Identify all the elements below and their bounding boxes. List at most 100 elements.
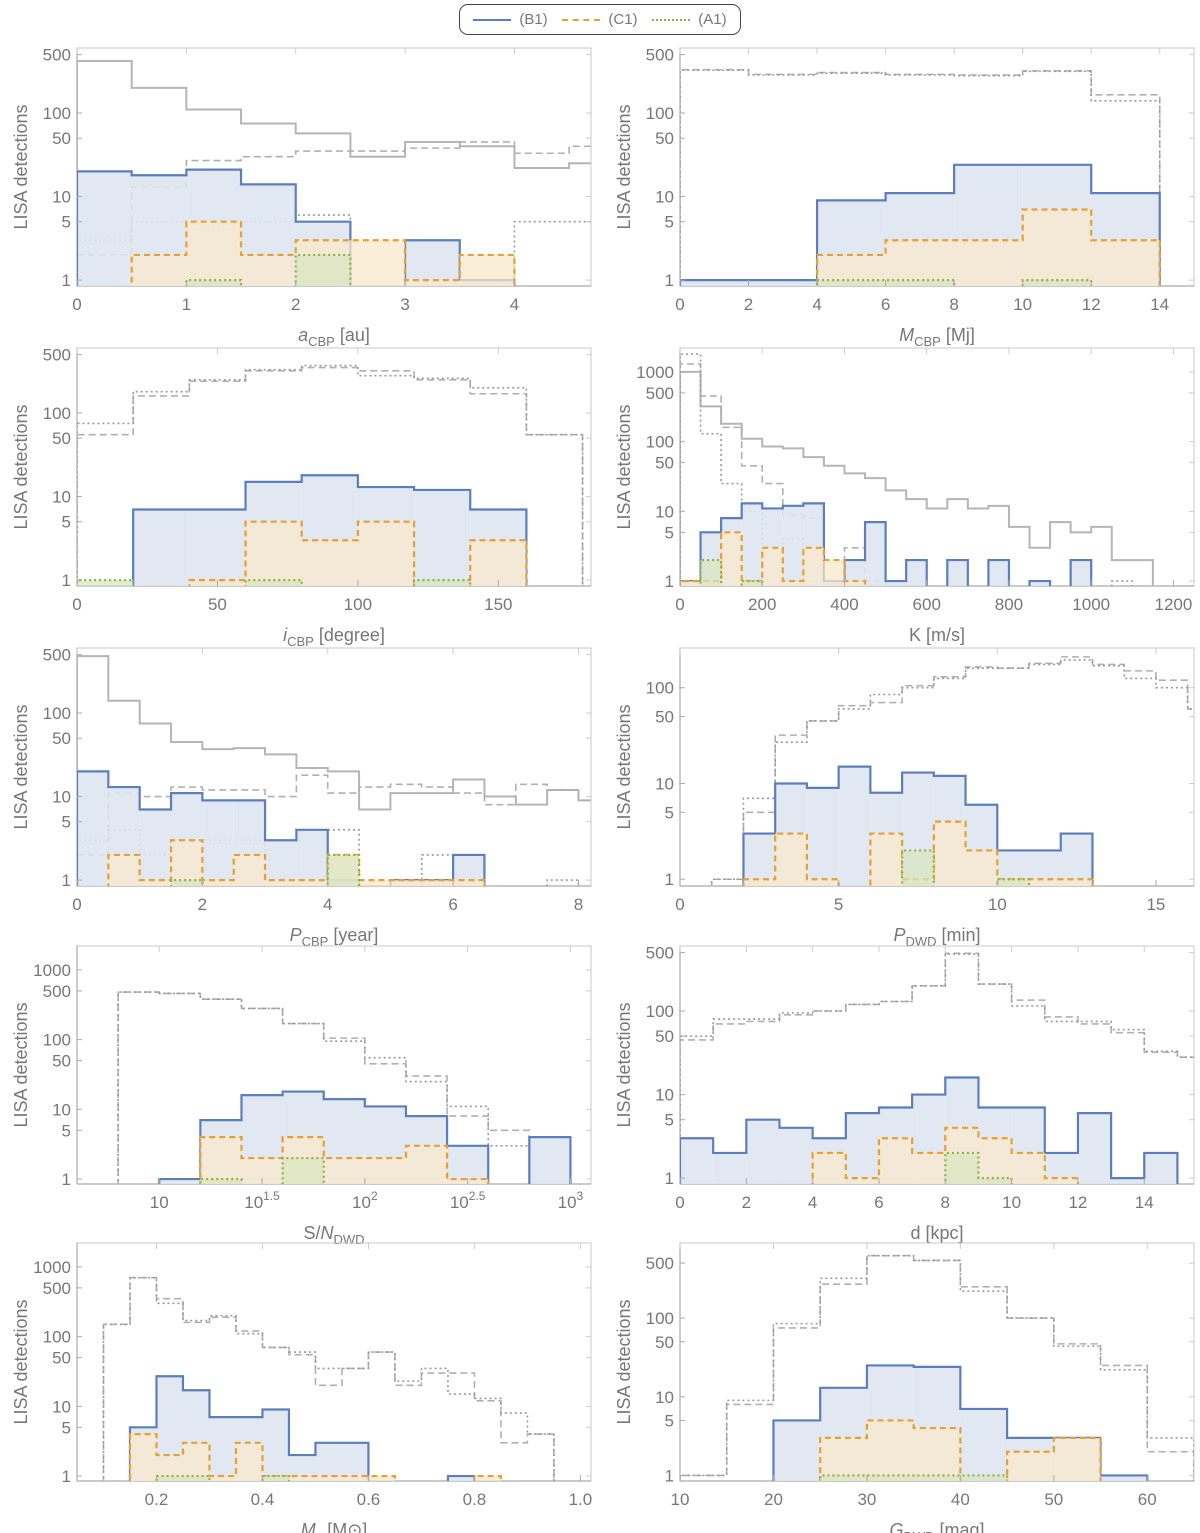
x-tick-label: 101.5 bbox=[244, 1189, 280, 1212]
legend-label-a1: (A1) bbox=[698, 11, 727, 28]
x-tick-label: 2 bbox=[291, 295, 300, 314]
bar bbox=[779, 1127, 813, 1184]
step-line bbox=[130, 220, 516, 286]
x-tick-label: 0.6 bbox=[357, 1490, 381, 1509]
bar bbox=[803, 547, 824, 586]
bar bbox=[182, 1442, 210, 1481]
bar bbox=[865, 522, 886, 586]
y-tick-label: 5 bbox=[665, 803, 674, 822]
bar bbox=[529, 1137, 571, 1184]
step-line bbox=[819, 1419, 1102, 1481]
x-tick-label: 14 bbox=[1135, 1193, 1154, 1212]
legend-item-a1: (A1) bbox=[652, 11, 727, 28]
bar bbox=[200, 1179, 242, 1184]
bar bbox=[913, 1428, 961, 1481]
x-tick-label: 15 bbox=[1146, 895, 1165, 914]
x-tick-label: 10 bbox=[1013, 295, 1032, 314]
bar bbox=[245, 580, 302, 586]
x-axis-label: d [kpc] bbox=[910, 1223, 963, 1243]
bar bbox=[746, 1119, 780, 1184]
legend-item-c1: (C1) bbox=[562, 11, 638, 28]
x-tick-label: 2 bbox=[198, 895, 207, 914]
bar bbox=[186, 280, 242, 286]
series-ref-dashed bbox=[77, 774, 591, 886]
x-tick-label: 8 bbox=[949, 295, 958, 314]
y-tick-label: 50 bbox=[655, 1027, 674, 1046]
y-tick-label: 500 bbox=[646, 46, 674, 65]
series-b1 bbox=[680, 502, 1093, 586]
x-tick-label: 10 bbox=[1002, 1193, 1021, 1212]
series-c1 bbox=[107, 839, 486, 886]
x-tick-label: 4 bbox=[808, 1193, 817, 1212]
bar bbox=[156, 1476, 183, 1481]
series-ref-dashed bbox=[102, 1276, 555, 1481]
bar bbox=[288, 1476, 316, 1481]
x-tick-label: 4 bbox=[323, 895, 332, 914]
step-line bbox=[680, 363, 887, 586]
step-line bbox=[815, 208, 1161, 286]
bar bbox=[323, 1158, 365, 1184]
y-tick-label: 5 bbox=[665, 1111, 674, 1130]
bar bbox=[341, 1476, 369, 1481]
y-tick-label: 10 bbox=[655, 188, 674, 207]
x-tick-label: 0 bbox=[675, 1193, 684, 1212]
y-tick-label: 10 bbox=[52, 788, 71, 807]
legend-swatch-b1 bbox=[473, 18, 512, 21]
series-a1 bbox=[944, 1151, 1013, 1184]
step-line bbox=[742, 765, 1094, 886]
legend: (B1) (C1) (A1) bbox=[459, 4, 741, 35]
x-tick-label: 30 bbox=[857, 1490, 876, 1509]
bar bbox=[327, 854, 360, 886]
x-tick-label: 40 bbox=[951, 1490, 970, 1509]
step-line bbox=[680, 69, 1161, 286]
bar bbox=[405, 240, 460, 286]
step-line bbox=[77, 141, 591, 286]
bar bbox=[186, 221, 242, 286]
bar bbox=[209, 1476, 236, 1481]
legend-swatch-c1 bbox=[562, 18, 601, 21]
bar bbox=[838, 766, 871, 886]
bar bbox=[885, 240, 955, 286]
bar bbox=[978, 1178, 1012, 1184]
series-a1 bbox=[900, 849, 1031, 886]
y-tick-label: 1 bbox=[62, 871, 71, 890]
bar bbox=[1111, 1178, 1145, 1184]
bar bbox=[700, 560, 722, 586]
series-c1 bbox=[811, 1126, 1080, 1184]
y-tick-label: 1 bbox=[665, 271, 674, 290]
x-axis-label: iCBP [degree] bbox=[283, 625, 385, 649]
series-a1 bbox=[77, 579, 472, 586]
bar bbox=[447, 1145, 489, 1184]
bar bbox=[878, 1138, 913, 1184]
bar bbox=[357, 521, 415, 586]
bar bbox=[129, 1434, 157, 1481]
y-tick-label: 50 bbox=[52, 429, 71, 448]
bar bbox=[1100, 1475, 1148, 1481]
histogram-panel-7: 1 5 10 50 100 500 1000 10 101.5 102 102.5 103 LISA d… bbox=[11, 945, 592, 1247]
y-axis-label: LISA detections bbox=[11, 704, 31, 829]
step-line bbox=[77, 364, 584, 586]
x-tick-label: 0.4 bbox=[251, 1490, 275, 1509]
y-tick-label: 50 bbox=[52, 729, 71, 748]
histogram-panel-9: 1 5 10 50 100 500 1000 0.2 0.4 0.6 0.8 1.0 LISA dete… bbox=[11, 1242, 592, 1533]
bar bbox=[960, 1475, 1008, 1481]
bar bbox=[885, 280, 955, 286]
bar bbox=[680, 280, 749, 286]
bar bbox=[189, 509, 246, 586]
bar bbox=[171, 840, 203, 886]
x-axis-label: GDWD [mag] bbox=[889, 1520, 984, 1533]
bar bbox=[296, 880, 328, 886]
x-axis-label: aCBP [au] bbox=[298, 325, 370, 349]
x-tick-label: 5 bbox=[834, 895, 843, 914]
bar bbox=[988, 560, 1009, 586]
step-line bbox=[680, 1254, 1194, 1481]
bar bbox=[364, 1158, 406, 1184]
bar bbox=[748, 280, 818, 286]
histogram-panel-3: 1 5 10 50 100 500 0 50 100 150 LISA detections iCBP… bbox=[11, 346, 592, 649]
y-axis-label: LISA detections bbox=[614, 1002, 634, 1127]
y-tick-label: 1000 bbox=[33, 961, 71, 980]
bar bbox=[721, 532, 742, 586]
x-axis-label: Mc [M⊙] bbox=[301, 1520, 368, 1533]
x-tick-label: 2 bbox=[744, 295, 753, 314]
series-ref-dotted bbox=[710, 659, 1194, 886]
